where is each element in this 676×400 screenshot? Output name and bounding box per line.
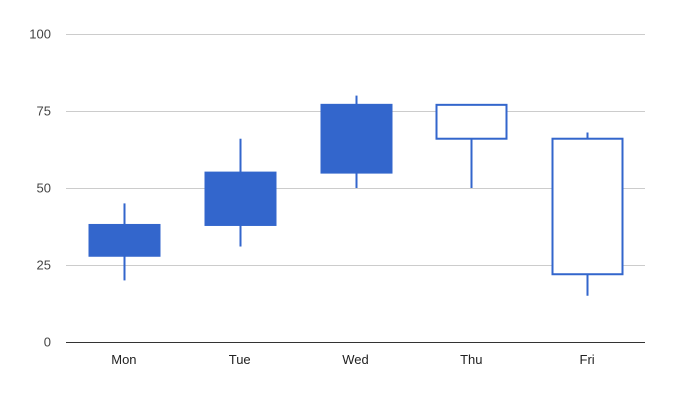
y-tick-label-0: 0 xyxy=(44,335,51,350)
candle-body xyxy=(435,103,508,140)
x-label-fri: Fri xyxy=(580,352,595,367)
candle-body xyxy=(204,171,277,226)
candle-body xyxy=(551,137,624,276)
y-axis-tick-labels: 0 25 50 75 100 xyxy=(29,27,51,350)
candle-fri xyxy=(551,132,624,296)
candle-body xyxy=(88,223,161,257)
candle-thu xyxy=(435,103,508,188)
candle-wed xyxy=(320,95,393,188)
y-tick-label-75: 75 xyxy=(37,104,51,119)
x-label-thu: Thu xyxy=(460,352,482,367)
x-label-tue: Tue xyxy=(229,352,251,367)
candles xyxy=(88,95,624,296)
x-label-mon: Mon xyxy=(111,352,136,367)
candle-mon xyxy=(88,203,161,281)
y-tick-label-100: 100 xyxy=(29,27,51,42)
candle-tue xyxy=(204,138,277,247)
y-tick-label-25: 25 xyxy=(37,258,51,273)
candle-body xyxy=(320,103,393,174)
x-label-wed: Wed xyxy=(342,352,369,367)
x-axis-labels: Mon Tue Wed Thu Fri xyxy=(111,352,595,367)
y-tick-label-50: 50 xyxy=(37,181,51,196)
